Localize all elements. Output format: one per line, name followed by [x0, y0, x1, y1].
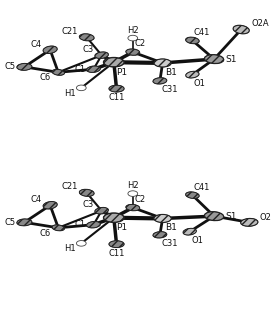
- Text: B1: B1: [165, 223, 177, 232]
- Ellipse shape: [128, 35, 138, 41]
- Ellipse shape: [154, 59, 171, 67]
- Text: C21: C21: [62, 182, 78, 191]
- Text: C5: C5: [5, 218, 16, 227]
- Ellipse shape: [186, 37, 199, 44]
- Ellipse shape: [183, 228, 196, 235]
- Ellipse shape: [87, 66, 100, 72]
- Text: S1: S1: [225, 55, 236, 63]
- Text: O2B: O2B: [260, 213, 271, 221]
- Text: C1: C1: [74, 65, 85, 74]
- Text: C6: C6: [39, 229, 51, 238]
- Text: C1: C1: [74, 220, 85, 229]
- Text: C3: C3: [82, 45, 93, 53]
- Text: C31: C31: [161, 85, 178, 94]
- Text: C4: C4: [30, 196, 41, 205]
- Ellipse shape: [52, 69, 64, 75]
- Ellipse shape: [109, 85, 124, 92]
- Ellipse shape: [87, 221, 100, 228]
- Text: C31: C31: [161, 239, 178, 248]
- Text: S1: S1: [225, 212, 236, 220]
- Ellipse shape: [104, 213, 124, 222]
- Text: O1: O1: [194, 79, 206, 88]
- Text: P1: P1: [117, 223, 128, 232]
- Ellipse shape: [153, 78, 167, 84]
- Text: C2: C2: [134, 195, 145, 204]
- Ellipse shape: [95, 52, 108, 58]
- Text: H1: H1: [64, 244, 75, 253]
- Ellipse shape: [204, 55, 224, 63]
- Ellipse shape: [186, 71, 199, 78]
- Text: C2: C2: [134, 39, 145, 48]
- Text: P1: P1: [117, 68, 128, 77]
- Ellipse shape: [76, 85, 86, 91]
- Text: C11: C11: [108, 93, 125, 102]
- Text: C41: C41: [194, 28, 210, 37]
- Ellipse shape: [104, 58, 124, 67]
- Ellipse shape: [43, 46, 57, 53]
- Ellipse shape: [76, 241, 86, 246]
- Text: C3: C3: [82, 200, 93, 209]
- Ellipse shape: [95, 207, 108, 214]
- Ellipse shape: [52, 225, 64, 231]
- Ellipse shape: [79, 189, 94, 196]
- Ellipse shape: [153, 232, 167, 238]
- Text: C5: C5: [5, 63, 16, 71]
- Text: H1: H1: [64, 89, 75, 98]
- Ellipse shape: [241, 218, 258, 226]
- Ellipse shape: [186, 192, 199, 198]
- Ellipse shape: [126, 204, 140, 211]
- Text: O2A: O2A: [251, 19, 269, 28]
- Ellipse shape: [233, 25, 249, 34]
- Text: O1: O1: [191, 236, 203, 245]
- Ellipse shape: [154, 215, 171, 223]
- Text: H2: H2: [127, 181, 138, 190]
- Text: C21: C21: [62, 27, 78, 36]
- Ellipse shape: [126, 49, 140, 55]
- Ellipse shape: [43, 202, 57, 209]
- Ellipse shape: [17, 219, 32, 226]
- Text: C6: C6: [39, 73, 51, 82]
- Ellipse shape: [128, 191, 138, 197]
- Text: B1: B1: [165, 68, 177, 77]
- Text: C41: C41: [194, 183, 210, 192]
- Text: H2: H2: [127, 26, 138, 35]
- Text: C4: C4: [30, 40, 41, 49]
- Text: C11: C11: [108, 249, 125, 258]
- Ellipse shape: [79, 34, 94, 41]
- Ellipse shape: [204, 212, 224, 220]
- Ellipse shape: [109, 241, 124, 248]
- Ellipse shape: [17, 63, 32, 70]
